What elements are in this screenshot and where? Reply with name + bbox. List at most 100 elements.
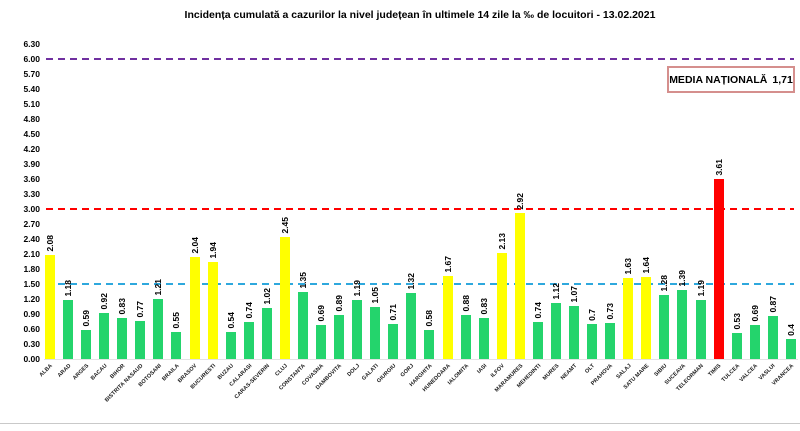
y-tick-label: 3.30 <box>23 189 40 199</box>
bar-value-label: 0.59 <box>81 309 92 327</box>
bar <box>605 322 616 359</box>
bar <box>677 289 688 359</box>
bar-value-label: 0.69 <box>316 304 327 322</box>
bar-column-arges: 0.59 ARGES <box>72 310 95 381</box>
bar-column-bucuresti: 1.94 BUCURESTI <box>189 242 222 391</box>
bar-value-label: 0.92 <box>99 293 110 310</box>
y-tick-label: 2.10 <box>23 249 40 259</box>
bar <box>659 295 670 359</box>
bar-value-label: 0.83 <box>478 297 489 315</box>
bar <box>370 306 381 359</box>
bar-value-label: 1.64 <box>641 257 652 274</box>
bar-column-satu-mare: 1.64 SATU MARE <box>623 257 655 391</box>
bar <box>279 236 290 359</box>
bar-column-vaslui: 0.87 VASLUI <box>758 296 782 382</box>
bar-value-label: 1.19 <box>695 279 706 297</box>
bar-column-teleorman: 1.19 TELEORMAN <box>675 280 710 393</box>
bar <box>135 320 146 359</box>
bar <box>352 299 363 359</box>
chart-title: Incidența cumulată a cazurilor la nivel … <box>184 9 656 21</box>
x-axis-label: OLT <box>584 363 597 375</box>
bar <box>207 262 218 359</box>
bar-column-ialomita: 0.88 IALOMITA <box>447 295 475 386</box>
bar <box>785 339 796 359</box>
bar <box>225 332 236 359</box>
x-axis-label: ALBA <box>38 363 55 379</box>
y-tick-label: 5.10 <box>23 99 40 109</box>
bar <box>587 324 598 359</box>
bar-column-harghita: 0.58 HARGHITA <box>409 310 438 388</box>
bar <box>99 313 110 359</box>
bar-value-label: 1.02 <box>261 288 272 305</box>
bar-value-label: 0.87 <box>767 295 778 313</box>
bar <box>713 178 724 359</box>
y-tick-label: 4.20 <box>23 144 40 154</box>
bar-column-suceava: 1.39 SUCEAVA <box>664 270 691 386</box>
bar-column-dolj: 1.19 DOLJ <box>347 280 366 378</box>
bar-value-label: 2.04 <box>189 237 200 254</box>
y-tick-label: 1.80 <box>23 264 40 274</box>
y-tick-label: 5.40 <box>23 84 40 94</box>
y-tick-label: 0.30 <box>23 339 40 349</box>
bar-column-cluj: 2.45 CLUJ <box>274 217 294 378</box>
bar <box>569 305 580 359</box>
bar <box>550 303 561 359</box>
bar-column-arad: 1.18 ARAD <box>57 280 77 379</box>
bar <box>153 298 164 359</box>
bar-value-label: 2.13 <box>496 232 507 250</box>
bar-value-label: 1.35 <box>297 271 308 289</box>
bar <box>45 255 55 359</box>
x-axis-label: MURES <box>541 363 561 382</box>
bar-value-label: 0.73 <box>605 302 616 320</box>
bar-value-label: 2.08 <box>45 235 55 252</box>
y-tick-label: 6.00 <box>23 54 40 64</box>
x-axis-label: ARGES <box>71 363 91 382</box>
national-average-box: MEDIA NAȚIONALĂ 1,71 <box>667 66 795 93</box>
bar-value-label: 0.88 <box>460 295 471 312</box>
bar <box>424 330 435 359</box>
bar <box>478 317 489 359</box>
bar-value-label: 0.74 <box>243 302 254 319</box>
bar <box>514 213 525 359</box>
bar-column-buzau: 0.54 BUZAU <box>217 312 240 381</box>
y-tick-label: 1.20 <box>23 294 40 304</box>
bar <box>261 308 272 359</box>
bar <box>81 329 92 359</box>
bar-column-dambovita: 0.89 DAMBOVITA <box>315 295 348 391</box>
y-tick-label: 3.90 <box>23 159 40 169</box>
bar <box>496 252 507 359</box>
x-axis-label: VALCEA <box>738 363 759 384</box>
bar-value-label: 1.63 <box>623 257 634 275</box>
x-axis-label: NEAMT <box>559 363 579 382</box>
bar <box>749 324 760 359</box>
bar-column-neamt: 1.07 NEAMT <box>560 286 583 381</box>
bar <box>171 331 182 359</box>
x-axis-line <box>44 359 798 360</box>
bar-column-galati: 1.05 GALATI <box>361 287 384 382</box>
bar-column-constanta: 1.35 CONSTANTA <box>278 272 312 392</box>
reference-line-limit-6 <box>46 58 794 60</box>
bar-column-bihor: 0.83 BIHOR <box>109 298 131 380</box>
bar <box>334 314 345 359</box>
bar-column-bistrita-nasaud: 0.77 BISTRITA NASAUD <box>104 301 149 404</box>
bar <box>767 315 778 359</box>
bar-value-label: 1.67 <box>442 255 453 273</box>
x-axis-label: ILFOV <box>489 363 506 380</box>
reference-line-limit-3 <box>46 208 794 210</box>
bar <box>297 291 308 359</box>
bar-value-label: 1.07 <box>569 285 580 303</box>
bar-column-tulcea: 0.53 TULCEA <box>720 313 746 383</box>
y-tick-label: 0.90 <box>23 309 40 319</box>
national-average-value: 1,71 <box>772 73 793 86</box>
bar-column-ilfov: 2.13 ILFOV <box>490 233 511 379</box>
bar-column-giurgiu: 0.71 GIURGIU <box>376 304 402 384</box>
y-tick-label: 2.40 <box>23 234 40 244</box>
x-axis-label: GORJ <box>400 363 416 379</box>
chart-bottom-border <box>0 423 800 424</box>
bar-value-label: 3.61 <box>713 158 724 176</box>
bar-column-gorj: 1.32 GORJ <box>400 273 420 379</box>
y-tick-label: 0.60 <box>23 324 40 334</box>
bar-value-label: 2.45 <box>279 216 290 234</box>
